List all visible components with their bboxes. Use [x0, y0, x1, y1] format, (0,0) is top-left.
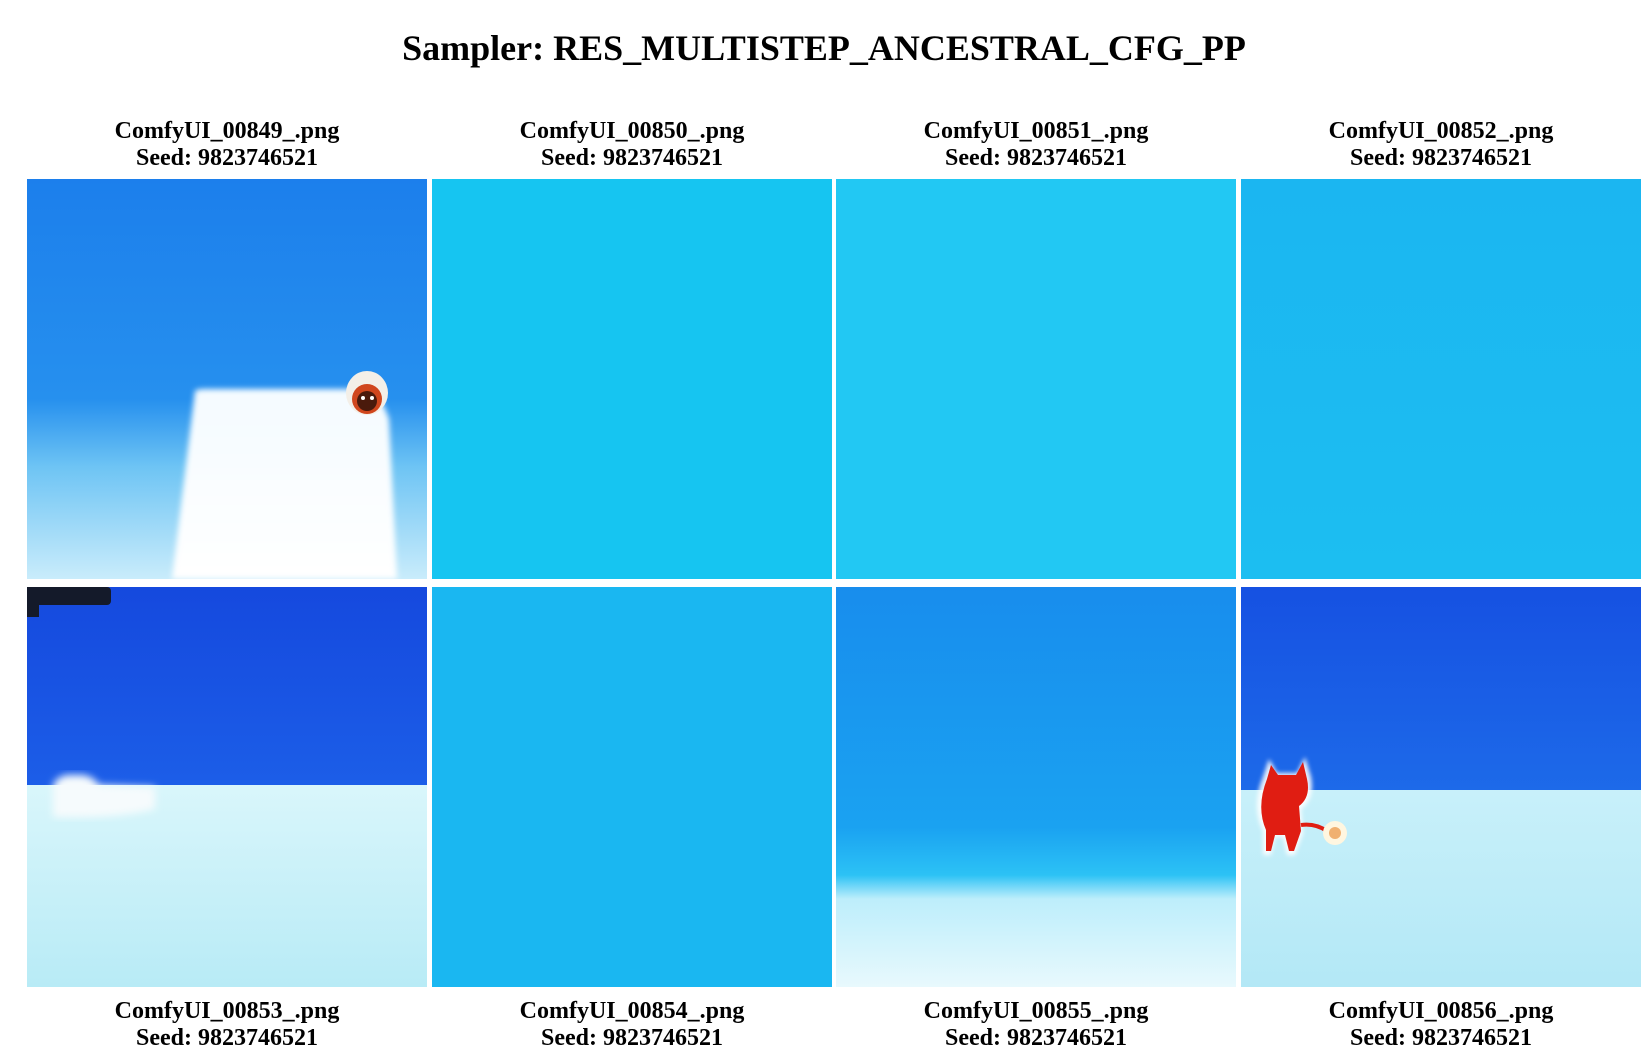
image-caption: ComfyUI_00855_.png Seed: 9823746521 — [836, 998, 1236, 1052]
generated-image-00850[interactable] — [432, 179, 832, 579]
image-filename: ComfyUI_00854_.png — [519, 998, 745, 1024]
generated-image-00856[interactable] — [1241, 587, 1641, 987]
image-caption: ComfyUI_00856_.png Seed: 9823746521 — [1241, 998, 1641, 1052]
image-caption: ComfyUI_00849_.png Seed: 9823746521 — [27, 118, 427, 172]
generated-image-00851[interactable] — [836, 179, 1236, 579]
image-seed: Seed: 9823746521 — [541, 145, 723, 171]
image-filename: ComfyUI_00852_.png — [1328, 118, 1554, 144]
image-filename: ComfyUI_00853_.png — [114, 998, 340, 1024]
image-caption: ComfyUI_00852_.png Seed: 9823746521 — [1241, 118, 1641, 172]
image-seed: Seed: 9823746521 — [1350, 145, 1532, 171]
image-seed: Seed: 9823746521 — [945, 1025, 1127, 1051]
image-seed: Seed: 9823746521 — [136, 145, 318, 171]
image-seed: Seed: 9823746521 — [945, 145, 1127, 171]
image-seed: Seed: 9823746521 — [136, 1025, 318, 1051]
image-filename: ComfyUI_00850_.png — [519, 118, 745, 144]
generated-image-00849[interactable] — [27, 179, 427, 579]
image-seed: Seed: 9823746521 — [1350, 1025, 1532, 1051]
image-filename: ComfyUI_00849_.png — [114, 118, 340, 144]
generated-image-00854[interactable] — [432, 587, 832, 987]
image-caption: ComfyUI_00851_.png Seed: 9823746521 — [836, 118, 1236, 172]
generated-image-00853[interactable] — [27, 587, 427, 987]
image-filename: ComfyUI_00855_.png — [923, 998, 1149, 1024]
generated-image-00855[interactable] — [836, 587, 1236, 987]
image-caption: ComfyUI_00850_.png Seed: 9823746521 — [432, 118, 832, 172]
image-caption: ComfyUI_00853_.png Seed: 9823746521 — [27, 998, 427, 1052]
image-caption: ComfyUI_00854_.png Seed: 9823746521 — [432, 998, 832, 1052]
page-title: Sampler: RES_MULTISTEP_ANCESTRAL_CFG_PP — [402, 28, 1246, 68]
image-filename: ComfyUI_00851_.png — [923, 118, 1149, 144]
image-seed: Seed: 9823746521 — [541, 1025, 723, 1051]
generated-image-00852[interactable] — [1241, 179, 1641, 579]
image-filename: ComfyUI_00856_.png — [1328, 998, 1554, 1024]
